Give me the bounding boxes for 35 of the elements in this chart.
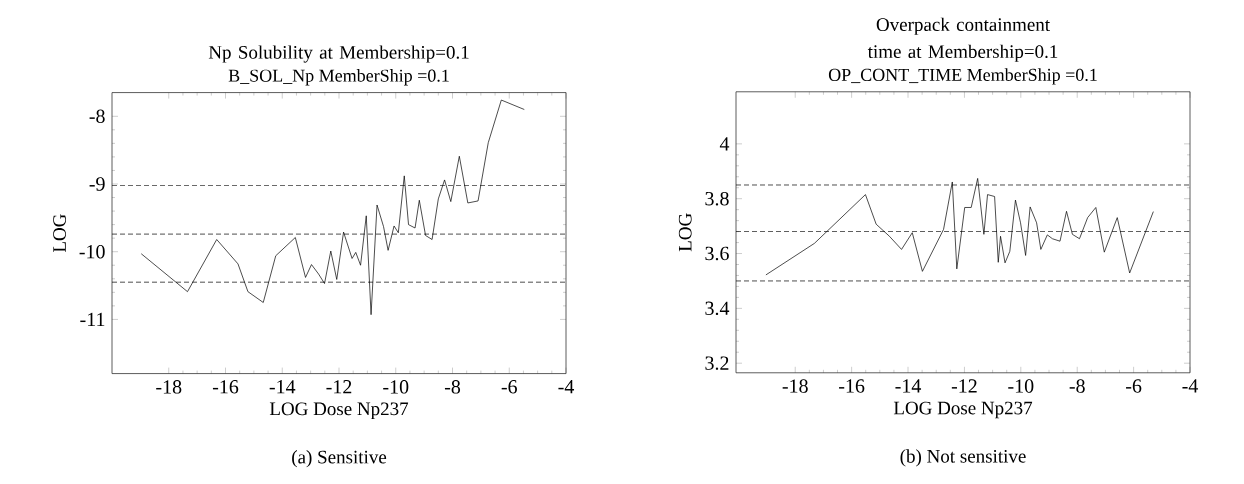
chart-title: Np Solubility at Membership=0.1 [208,45,469,63]
x-tick-label: -6 [501,380,517,394]
x-tick-label: -16 [839,379,865,393]
x-tick-label: -12 [951,379,977,393]
y-tick-label: 4 [719,137,730,151]
y-tick-label: 3.8 [705,191,729,206]
x-tick-label: -12 [326,380,352,394]
x-axis-title: LOG Dose Np237 [269,402,409,420]
chart-subtitle: B_SOL_Np MemberShip =0.1 [228,69,449,86]
y-tick-label: -10 [79,244,105,259]
y-tick-label: 3.6 [705,246,729,261]
x-tick-label: -4 [1182,379,1199,393]
x-tick-label: -16 [212,380,239,394]
y-tick-label: 3.4 [705,301,730,316]
text: (b) Not sensitive [900,449,1026,467]
chart-title: Overpack containment time at Membership=0.1 [867,17,1058,62]
y-tick-label: 3.2 [705,356,729,370]
x-tick-label: -10 [383,380,409,394]
y-tick-label: -8 [89,109,105,124]
x-tick-label: -10 [1008,379,1034,393]
x-tick-label: -8 [1069,379,1085,393]
y-axis-title: LOG [678,213,692,252]
y-tick-label: -11 [80,312,105,327]
x-tick-label: -8 [444,380,461,394]
text: (a) Sensitive [292,450,387,468]
y-axis-title: LOG [53,214,66,253]
x-tick-label: -6 [1126,379,1142,393]
x-tick-label: -18 [156,380,182,394]
y-tick-label: -9 [89,177,105,191]
chart-subtitle: OP_CONT_TIME MemberShip =0.1 [828,68,1097,85]
x-tick-label: -18 [782,379,808,393]
x-tick-label: -14 [269,380,296,394]
x-axis-title: LOG Dose Np237 [893,401,1033,419]
x-tick-label: -14 [895,379,922,393]
x-tick-label: -4 [558,380,575,394]
